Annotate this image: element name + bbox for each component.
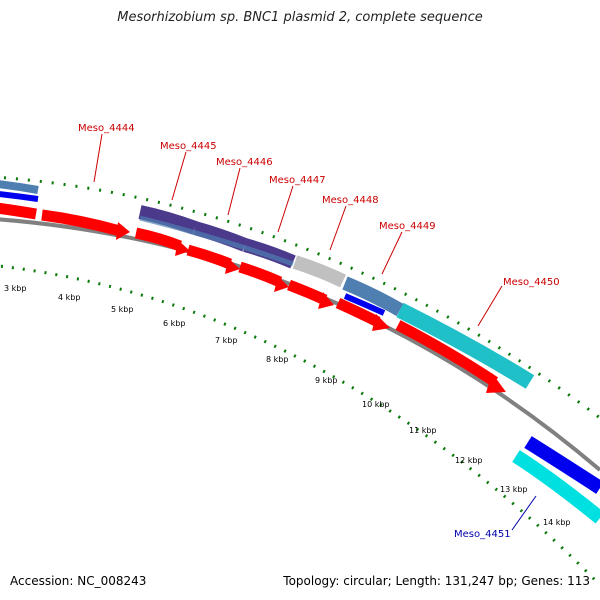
outer-tick-ring	[0, 175, 600, 420]
gene-block-4449-blue[interactable]	[343, 293, 386, 316]
kbp-label: 10 kbp	[362, 400, 390, 409]
gene-block-left-blue[interactable]	[0, 191, 39, 202]
cds-arrowhead	[175, 240, 190, 256]
cds-arrow-4444[interactable]	[41, 209, 122, 237]
cds-arrow-4447[interactable]	[238, 261, 283, 288]
cds-arrowhead	[318, 292, 334, 309]
kbp-label: 9 kbp	[315, 376, 337, 385]
kbp-label: 4 kbp	[58, 293, 80, 302]
cog-overlay-steel	[139, 215, 294, 267]
backbone-circle	[0, 217, 600, 472]
cog-block-4448[interactable]	[292, 255, 347, 288]
gene-label-meso-4449[interactable]: Meso_4449	[379, 221, 436, 232]
kbp-label: 7 kbp	[215, 336, 237, 345]
gene-label-meso-4448[interactable]: Meso_4448	[322, 195, 379, 206]
gene-block-left-steel[interactable]	[0, 180, 39, 194]
kbp-label: 3 kbp	[4, 284, 26, 293]
cds-arrow-4450[interactable]	[395, 320, 499, 387]
leader-lines	[93, 133, 537, 531]
cds-arrow-4443[interactable]	[0, 202, 37, 220]
kbp-label: 14 kbp	[543, 518, 571, 527]
map-title: Mesorhizobium sp. BNC1 plasmid 2, comple…	[117, 10, 483, 25]
kbp-label: 11 kbp	[409, 426, 437, 435]
gene-label-meso-4446[interactable]: Meso_4446	[216, 157, 273, 168]
gene-label-meso-4447[interactable]: Meso_4447	[269, 175, 326, 186]
gene-block-4451-cyan[interactable]	[512, 450, 595, 516]
cog-block-4446[interactable]	[193, 221, 248, 252]
gene-label-meso-4445[interactable]: Meso_4445	[160, 141, 217, 152]
gene-block-4451-cyan-tail[interactable]	[585, 504, 600, 524]
cds-arrow-4448[interactable]	[287, 279, 328, 305]
cog-block-4445[interactable]	[138, 205, 198, 235]
cds-arrowhead	[486, 373, 506, 393]
sequence-summary: Topology: circular; Length: 131,247 bp; …	[283, 574, 590, 588]
kbp-label: 6 kbp	[163, 319, 185, 328]
gene-label-meso-4451[interactable]: Meso_4451	[454, 529, 511, 540]
cds-arrow-4446[interactable]	[186, 244, 233, 270]
cds-arrowhead	[274, 276, 289, 292]
gene-label-meso-4444[interactable]: Meso_4444	[78, 123, 135, 134]
gene-label-meso-4450[interactable]: Meso_4450	[503, 277, 560, 288]
accession-text: Accession: NC_008243	[10, 574, 147, 588]
cds-arrowhead	[372, 314, 390, 331]
gene-block-4451-blue[interactable]	[524, 436, 600, 494]
cds-arrow-4445[interactable]	[134, 227, 183, 252]
cds-arrowhead	[225, 258, 240, 274]
kbp-label: 8 kbp	[266, 355, 288, 364]
kbp-label: 13 kbp	[500, 485, 528, 494]
cog-block-4449[interactable]	[342, 276, 404, 317]
kbp-label: 5 kbp	[111, 305, 133, 314]
kbp-label: 12 kbp	[455, 456, 483, 465]
cog-block-4450[interactable]	[396, 302, 535, 389]
